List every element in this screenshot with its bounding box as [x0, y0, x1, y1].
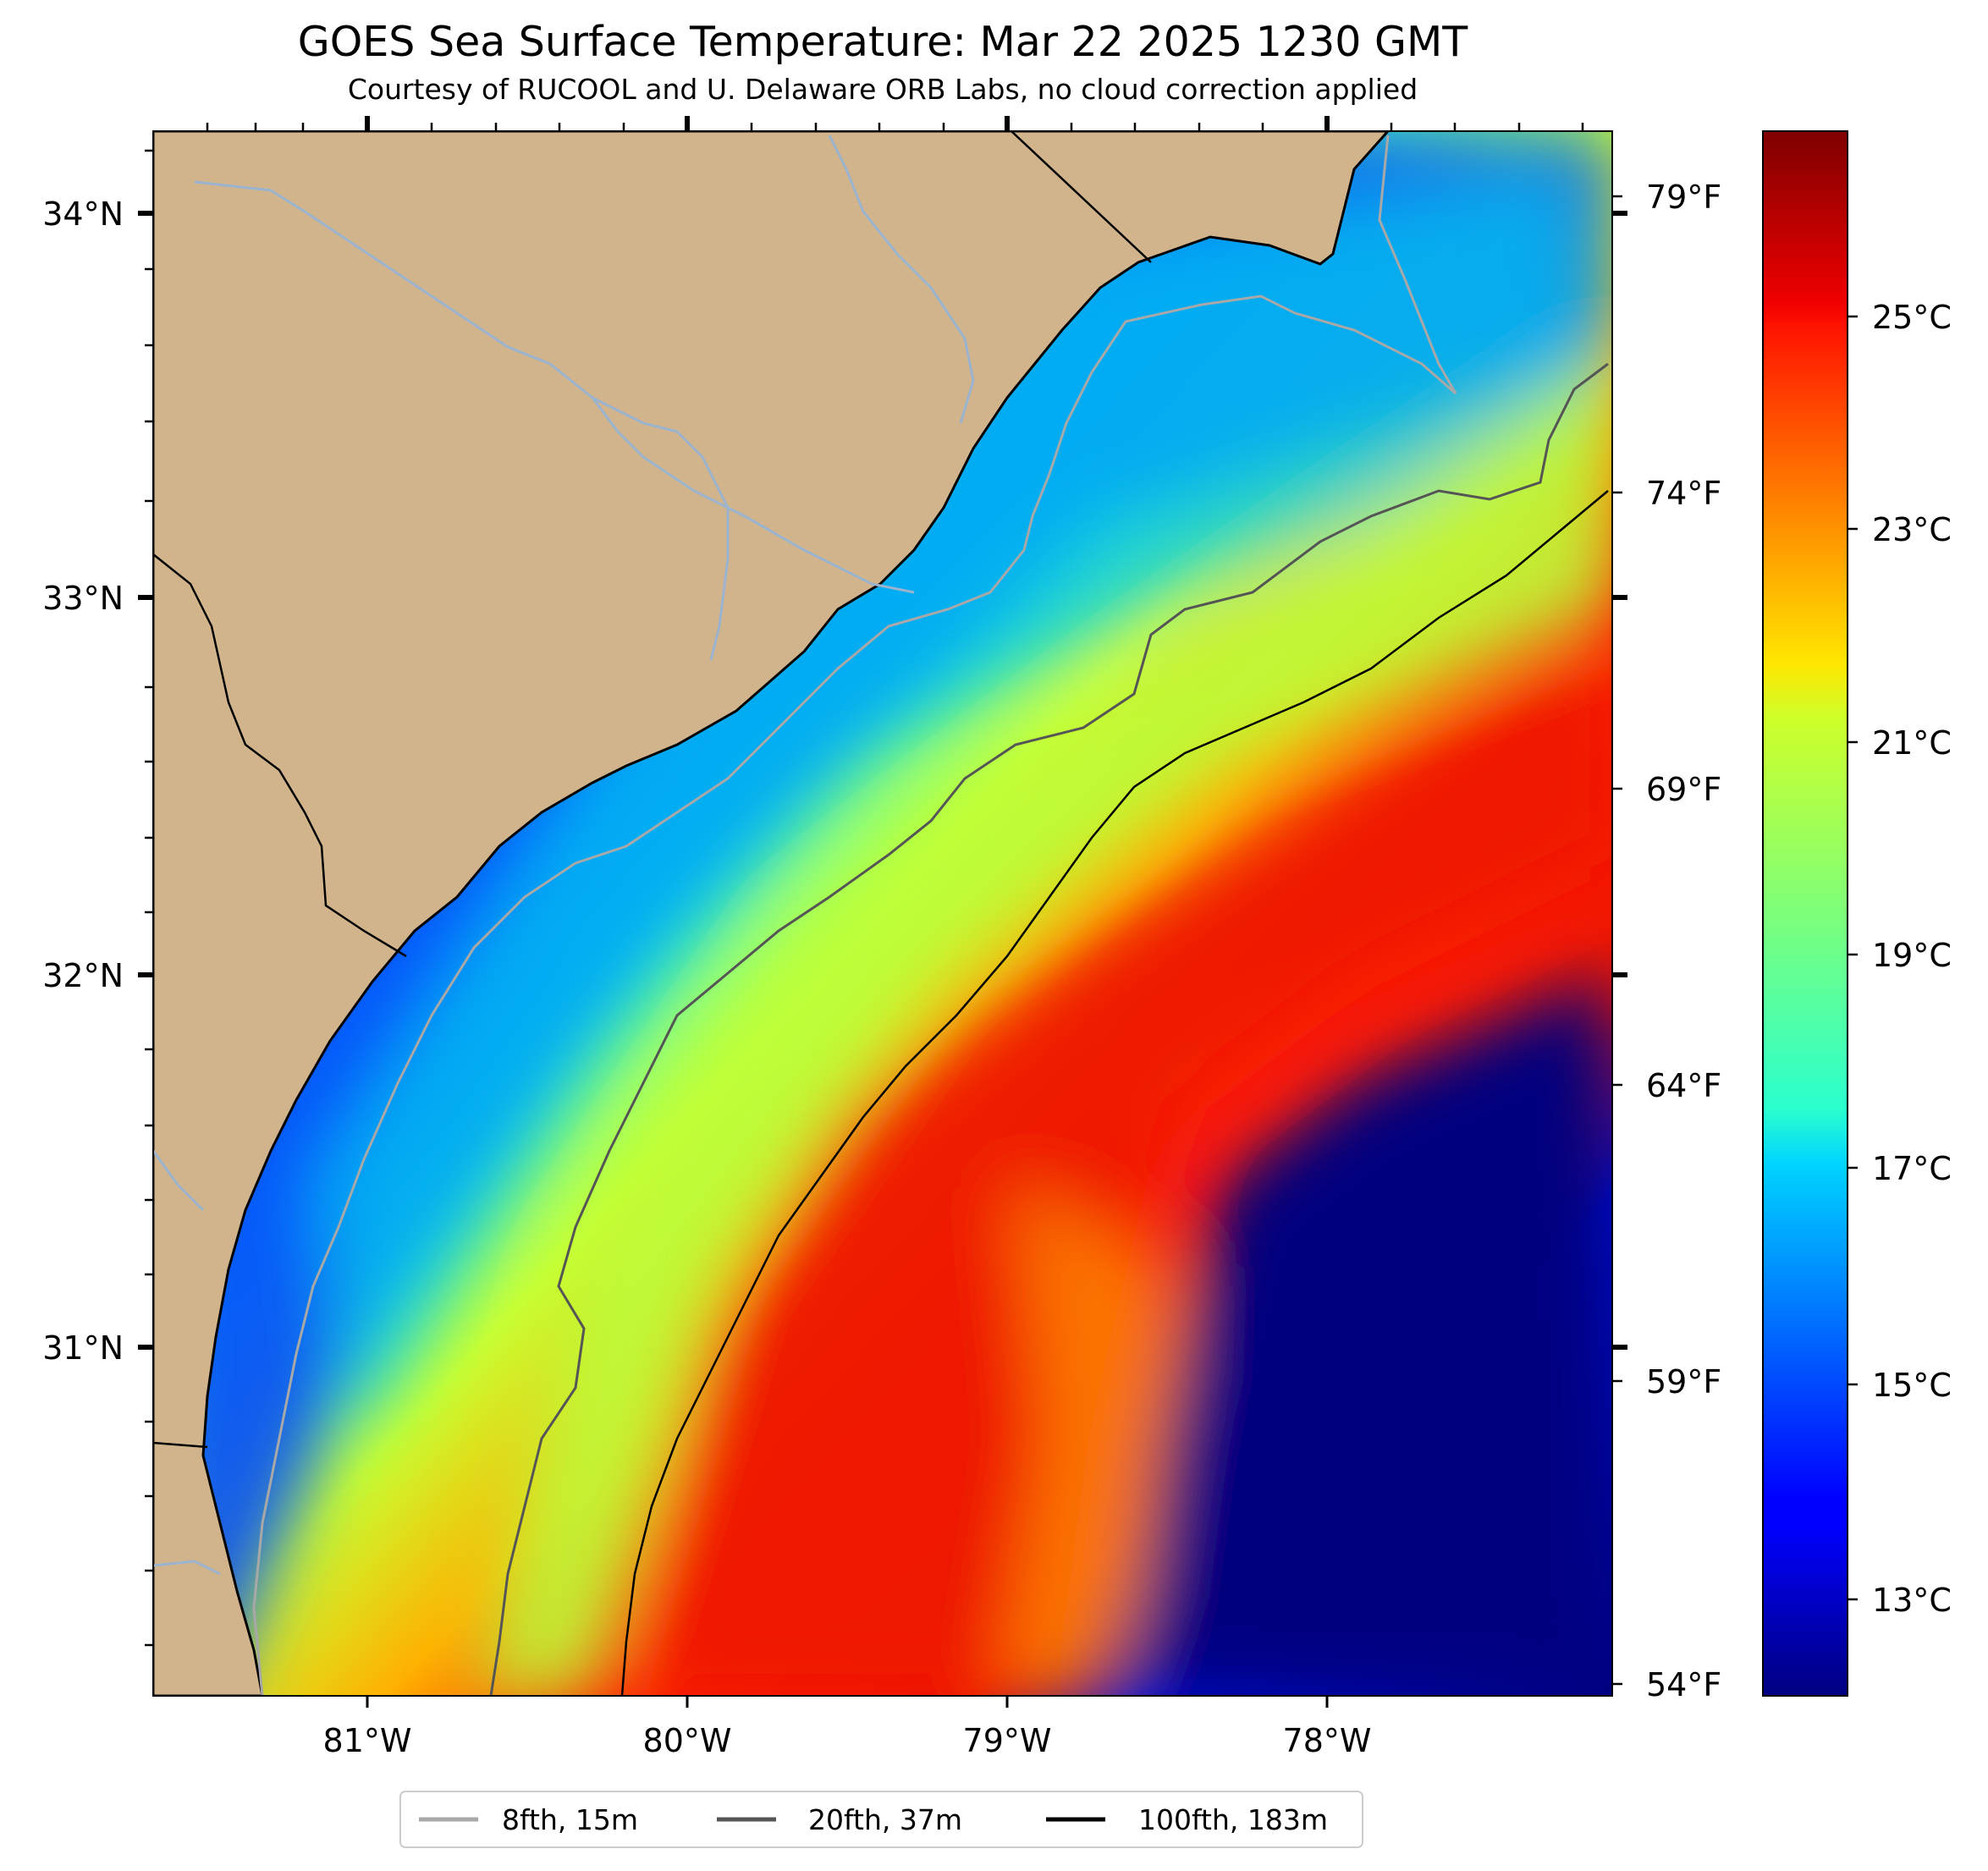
state-border: [153, 1441, 208, 1449]
f-tick-label: 64°F: [1646, 1067, 1721, 1104]
isobath-8fth: [252, 135, 1457, 1696]
colorbar-label: 17°C: [1872, 1150, 1952, 1187]
f-ticks: [1612, 195, 1622, 1686]
colorbar-label: 21°C: [1872, 724, 1952, 762]
figure-title: GOES Sea Surface Temperature: Mar 22 202…: [298, 18, 1469, 66]
x-tick-label: 78°W: [1283, 1722, 1372, 1759]
x-tick-label: 80°W: [643, 1722, 732, 1759]
y-tick-label: 32°N: [42, 957, 124, 994]
colorbar-label: 19°C: [1872, 937, 1952, 974]
legend-label: 100fth, 183m: [1138, 1803, 1328, 1836]
colorbar-label: 23°C: [1872, 511, 1952, 548]
f-tick-label: 74°F: [1646, 475, 1721, 512]
land: [153, 131, 1390, 1696]
sst-map: [153, 131, 1612, 1696]
legend: 8fth, 15m 20fth, 37m 100fth, 183m: [399, 1791, 1363, 1848]
x-tick-label: 81°W: [323, 1722, 412, 1759]
x-tick-label: 79°W: [963, 1722, 1052, 1759]
f-tick-label: 79°F: [1646, 179, 1721, 216]
colorbar-label: 15°C: [1872, 1367, 1952, 1404]
f-tick-label: 69°F: [1646, 771, 1721, 808]
y-axis: [138, 211, 1627, 1350]
f-tick-label: 54°F: [1646, 1666, 1721, 1703]
map-frame: [152, 130, 1613, 1697]
colorbar-ticks: [1848, 315, 1858, 1601]
legend-label: 8fth, 15m: [502, 1803, 638, 1836]
colorbar: [1762, 130, 1848, 1697]
state-border: [1011, 131, 1152, 263]
rivers: [153, 135, 975, 1576]
y-minor-ticks: [145, 149, 153, 1647]
y-tick-label: 34°N: [42, 195, 124, 233]
f-tick-label: 59°F: [1646, 1363, 1721, 1400]
state-border: [153, 553, 407, 958]
y-tick-label: 33°N: [42, 580, 124, 617]
y-tick-label: 31°N: [42, 1329, 124, 1367]
legend-label: 20fth, 37m: [808, 1803, 962, 1836]
colorbar-label: 25°C: [1872, 299, 1952, 336]
colorbar-label: 13°C: [1872, 1582, 1952, 1619]
x-axis: [365, 116, 1330, 1708]
x-minor-ticks: [206, 123, 1584, 131]
isobath-20fth: [489, 362, 1609, 1696]
isobath-100fth: [620, 490, 1609, 1696]
figure-subtitle: Courtesy of RUCOOL and U. Delaware ORB L…: [348, 73, 1418, 106]
